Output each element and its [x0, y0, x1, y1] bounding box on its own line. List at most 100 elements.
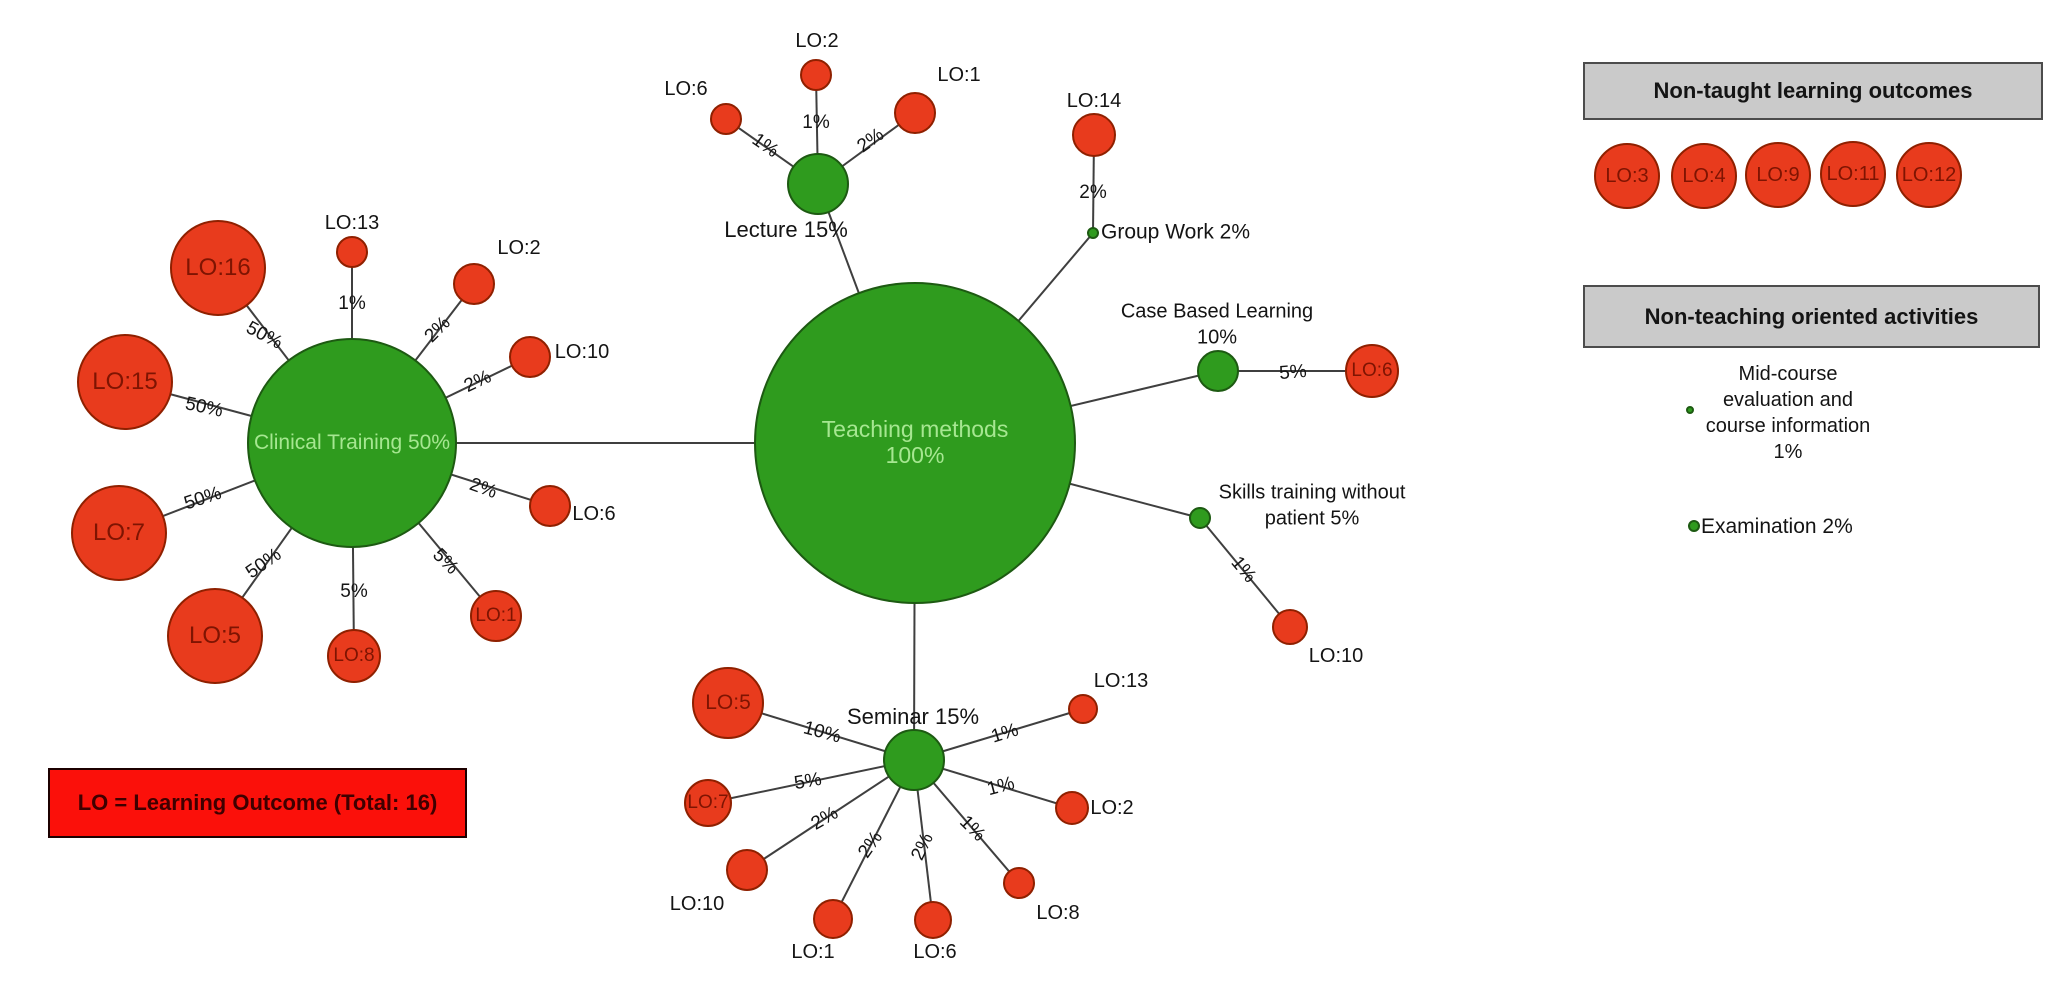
- non-teaching-legend-box: Non-teaching oriented activities: [1583, 285, 2040, 348]
- node-midcourse_dot: [1686, 406, 1694, 414]
- label-skills-line: patient 5%: [1264, 507, 1360, 529]
- node-ct_lo15: LO:15: [77, 334, 173, 430]
- node-sm_lo13: [1068, 694, 1098, 724]
- label-seminar: Seminar 15%: [847, 703, 979, 731]
- label-sm_lo13: LO:13: [1094, 669, 1148, 695]
- label-lec_lo6: LO:6: [664, 77, 707, 103]
- node-seminar: [883, 729, 945, 791]
- edge-label-case-cb_lo6: 5%: [1278, 360, 1308, 385]
- non-teaching-legend-title: Non-teaching oriented activities: [1644, 303, 1979, 329]
- node-ct_lo7-text: LO:7: [92, 518, 146, 546]
- node-ct_lo6: [529, 485, 571, 527]
- node-sm_lo1: [813, 899, 853, 939]
- label-lec_lo1-line: LO:1: [937, 64, 981, 87]
- label-sm_lo2-line: LO:2: [1090, 797, 1134, 820]
- label-sm_lo10-line: LO:10: [669, 893, 725, 916]
- node-ct_lo8-text: LO:8: [333, 645, 375, 667]
- node-clinical: Clinical Training 50%: [247, 338, 457, 548]
- edge-label-seminar-sm_lo7: 5%: [792, 768, 824, 795]
- label-case-line: 10%: [1196, 326, 1238, 348]
- node-leg_lo11: LO:11: [1820, 141, 1886, 207]
- label-sm_lo6-line: LO:6: [913, 941, 957, 964]
- non-taught-legend-box: Non-taught learning outcomes: [1583, 62, 2043, 120]
- node-sm_lo5-text: LO:5: [705, 691, 751, 715]
- node-sm_lo7: LO:7: [684, 779, 732, 827]
- label-lecture: Lecture 15%: [724, 216, 848, 244]
- non-taught-legend-title: Non-taught learning outcomes: [1653, 78, 1973, 103]
- node-teaching-text: Teaching methods: [821, 416, 1009, 443]
- node-ct_lo7: LO:7: [71, 485, 167, 581]
- label-lec_lo2: LO:2: [795, 29, 838, 55]
- label-ct_lo2: LO:2: [497, 236, 540, 262]
- label-skills-line: Skills training without: [1218, 481, 1406, 504]
- label-gw_lo14-line: LO:14: [1066, 90, 1122, 113]
- node-lec_lo6: [710, 103, 742, 135]
- node-exam_dot: [1688, 520, 1700, 532]
- node-teaching: Teaching methods 100%: [754, 282, 1076, 604]
- node-ct_lo16: LO:16: [170, 220, 266, 316]
- node-sm_lo5: LO:5: [692, 667, 764, 739]
- lo-key-text: LO = Learning Outcome (Total: 16): [77, 790, 438, 815]
- label-sm_lo6: LO:6: [913, 940, 956, 966]
- label-sm_lo13-line: LO:13: [1093, 670, 1149, 693]
- node-leg_lo4: LO:4: [1671, 143, 1737, 209]
- node-sm_lo2: [1055, 791, 1089, 825]
- edge-seminar-sm_lo7: [707, 759, 915, 804]
- mid-course-line-2: evaluation and: [1722, 389, 1854, 411]
- node-teaching-text: 100%: [885, 442, 945, 468]
- label-case-line: Case Based Learning: [1120, 300, 1314, 323]
- edge-label-groupwork-gw_lo14: 2%: [1079, 182, 1107, 203]
- node-ct_lo8: LO:8: [327, 629, 381, 683]
- label-ct_lo13: LO:13: [325, 211, 379, 237]
- label-lec_lo1: LO:1: [937, 63, 980, 89]
- edge-label-lecture-lec_lo2: 1%: [802, 112, 830, 133]
- node-gw_lo14: [1072, 113, 1116, 157]
- node-sm_lo6: [914, 901, 952, 939]
- label-sk_lo10: LO:10: [1309, 644, 1363, 670]
- node-groupwork: [1087, 227, 1099, 239]
- label-sm_lo2: LO:2: [1090, 796, 1133, 822]
- node-leg_lo3: LO:3: [1594, 143, 1660, 209]
- node-ct_lo5: LO:5: [167, 588, 263, 684]
- edge-label-clinical-ct_lo8: 5%: [340, 581, 368, 602]
- node-cb_lo6: LO:6: [1345, 344, 1399, 398]
- node-leg_lo3-text: LO:3: [1605, 164, 1649, 187]
- label-ct_lo6-line: LO:6: [572, 503, 616, 526]
- label-sm_lo8: LO:8: [1036, 901, 1079, 927]
- label-skills: Skills training without patient 5%: [1219, 480, 1406, 531]
- node-ct_lo1-text: LO:1: [475, 605, 517, 627]
- node-ct_lo5-text: LO:5: [188, 621, 242, 649]
- mid-course-evaluation-label: Mid-course evaluation and course informa…: [1700, 361, 1876, 465]
- edge-skills-sk_lo10: [1199, 517, 1291, 628]
- node-leg_lo12: LO:12: [1896, 142, 1962, 208]
- examination-label: Examination 2%: [1701, 515, 1853, 538]
- label-sm_lo8-line: LO:8: [1036, 902, 1080, 925]
- node-lecture: [787, 153, 849, 215]
- label-lec_lo6-line: LO:6: [664, 78, 708, 101]
- label-ct_lo6: LO:6: [572, 502, 615, 528]
- label-case: Case Based Learning 10%: [1121, 299, 1313, 350]
- label-gw_lo14: LO:14: [1067, 89, 1121, 115]
- node-ct_lo10: [509, 336, 551, 378]
- node-ct_lo1: LO:1: [470, 590, 522, 642]
- label-seminar-line: Seminar 15%: [846, 703, 980, 729]
- node-lec_lo1: [894, 92, 936, 134]
- label-lecture-line: Lecture 15%: [724, 216, 848, 242]
- node-ct_lo16-text: LO:16: [185, 253, 251, 281]
- node-ct_lo15-text: LO:15: [92, 367, 158, 395]
- node-sk_lo10: [1272, 609, 1308, 645]
- label-ct_lo2-line: LO:2: [497, 237, 541, 260]
- node-leg_lo9: LO:9: [1745, 142, 1811, 208]
- label-ct_lo13-line: LO:13: [324, 212, 380, 235]
- label-sm_lo1-line: LO:1: [791, 941, 835, 964]
- mid-course-line-1: Mid-course: [1738, 363, 1838, 385]
- edge-label-clinical-ct_lo13: 1%: [338, 293, 366, 314]
- node-clinical-text: Clinical Training 50%: [253, 431, 451, 455]
- label-sm_lo1: LO:1: [791, 940, 834, 966]
- label-groupwork-line: Group Work 2%: [1101, 220, 1250, 244]
- label-sm_lo10: LO:10: [670, 892, 724, 918]
- lo-key-box: LO = Learning Outcome (Total: 16): [48, 768, 467, 838]
- node-case: [1197, 350, 1239, 392]
- edge-seminar-sm_lo10: [746, 759, 915, 871]
